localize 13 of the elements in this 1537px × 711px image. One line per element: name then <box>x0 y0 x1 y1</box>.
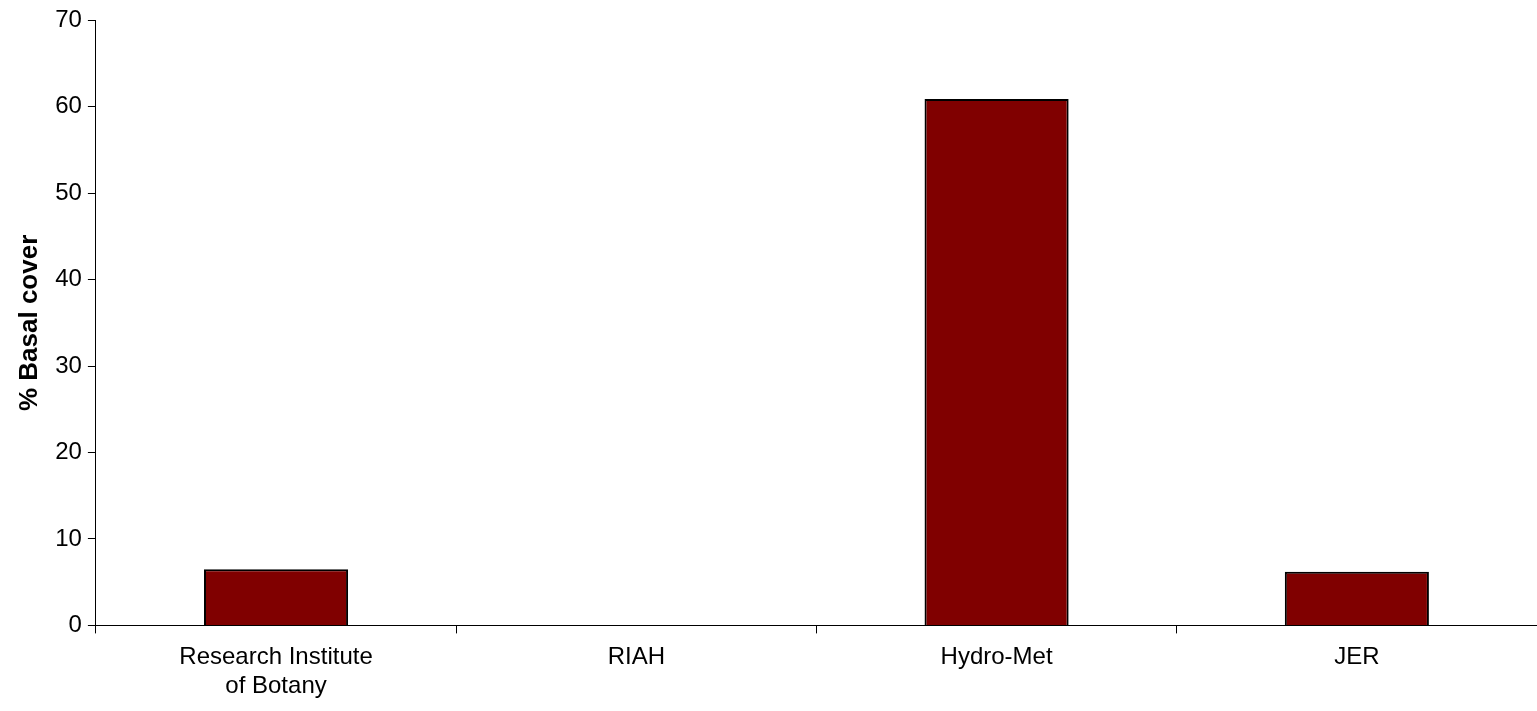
x-tick-label: JER <box>1334 642 1380 670</box>
x-tick-label: RIAH <box>607 642 665 670</box>
y-tick-label: 10 <box>55 523 82 551</box>
y-tick-label: 20 <box>55 437 82 465</box>
x-tick-label: Hydro-Met <box>940 642 1053 670</box>
y-tick-label: 0 <box>68 610 82 638</box>
x-tick-label: Research Institute of Botany <box>179 642 373 699</box>
y-tick-label: 30 <box>55 350 82 378</box>
y-tick-label: 70 <box>55 5 82 33</box>
y-tick-label: 40 <box>55 264 82 292</box>
y-tick-label: 50 <box>55 177 82 205</box>
y-axis-title: % Basal cover <box>12 234 43 412</box>
y-tick-label: 60 <box>55 91 82 119</box>
